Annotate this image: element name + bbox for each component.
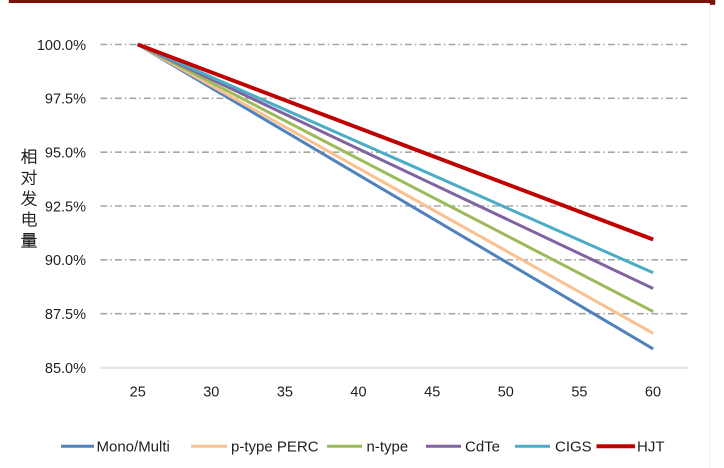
svg-text:35: 35 (277, 384, 293, 400)
svg-text:45: 45 (424, 384, 440, 400)
svg-text:97.5%: 97.5% (45, 92, 86, 108)
svg-text:50: 50 (498, 384, 514, 400)
svg-text:90.0%: 90.0% (45, 253, 86, 269)
svg-text:100.0%: 100.0% (37, 38, 86, 54)
svg-text:25: 25 (130, 384, 146, 400)
svg-text:95.0%: 95.0% (45, 146, 86, 162)
svg-text:Mono/Multi: Mono/Multi (97, 438, 170, 455)
svg-text:HJT: HJT (637, 438, 665, 455)
svg-text:p-type PERC: p-type PERC (231, 438, 319, 455)
svg-text:92.5%: 92.5% (45, 199, 86, 215)
svg-text:n-type: n-type (367, 438, 409, 455)
svg-text:60: 60 (645, 384, 661, 400)
svg-text:CdTe: CdTe (465, 438, 500, 455)
svg-text:30: 30 (203, 384, 219, 400)
svg-text:55: 55 (571, 384, 587, 400)
svg-text:CIGS: CIGS (555, 438, 592, 455)
svg-text:87.5%: 87.5% (45, 307, 86, 323)
svg-text:40: 40 (350, 384, 366, 400)
svg-text:85.0%: 85.0% (45, 361, 86, 377)
